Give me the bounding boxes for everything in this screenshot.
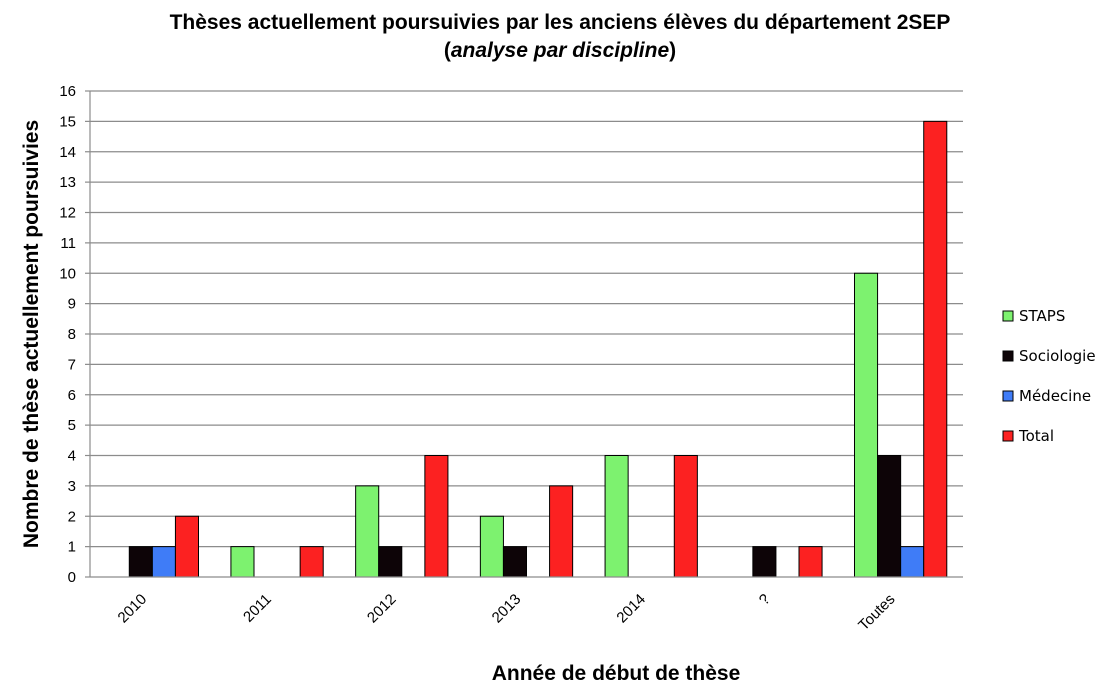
y-tick-label: 0 [68, 569, 76, 586]
bar-m-decine-2010 [151, 546, 176, 578]
y-axis-title: Nombre de thèse actuellement poursuivies [20, 120, 43, 548]
bar-staps-2012 [355, 485, 380, 578]
bar-m-decine-Toutes [900, 546, 925, 578]
y-tick-label: 15 [59, 113, 76, 130]
x-tick-label: 2012 [364, 591, 400, 627]
bar-sociologie-q [752, 546, 777, 578]
y-tick-label: 7 [68, 356, 76, 373]
bar-sociologie-Toutes [877, 455, 902, 578]
bar-staps-2014 [604, 455, 629, 578]
legend-swatch [1002, 310, 1014, 322]
y-tick-label: 5 [68, 417, 76, 434]
legend-label: Total [1018, 427, 1054, 445]
grid-layer [90, 90, 963, 548]
bars-layer [128, 120, 948, 578]
x-tick-label: Toutes [855, 591, 898, 634]
bar-total-Toutes [923, 120, 948, 578]
bar-total-2010 [174, 515, 200, 578]
chart-title: Thèses actuellement poursuivies par les … [170, 11, 951, 34]
bar-sociologie-2010 [128, 546, 153, 578]
legend-label: Sociologie [1019, 347, 1096, 365]
x-tick-label: ? [756, 591, 774, 609]
bar-total-2012 [424, 455, 449, 578]
x-tick-label: 2010 [115, 591, 151, 627]
legend-label: Médecine [1019, 387, 1091, 405]
bar-staps-2013 [479, 515, 504, 578]
legend: STAPS Sociologie Médecine Total [1002, 307, 1096, 445]
legend-swatch [1002, 350, 1014, 362]
bar-sociologie-2013 [502, 546, 527, 578]
legend-label: STAPS [1019, 307, 1065, 325]
bar-total-2014 [673, 455, 698, 578]
bar-total-q [798, 546, 823, 578]
y-tick-label: 9 [68, 296, 76, 313]
x-tick-label: 2013 [489, 591, 525, 627]
bar-sociologie-2012 [378, 546, 403, 578]
bar-staps-Toutes [853, 272, 879, 578]
legend-swatch [1002, 390, 1014, 402]
y-tick-label: 11 [60, 235, 76, 252]
legend-swatch [1002, 430, 1014, 442]
y-tick-label: 2 [68, 508, 76, 525]
y-tick-label: 10 [59, 265, 76, 282]
y-tick-label: 6 [68, 387, 76, 404]
bar-total-2011 [299, 546, 324, 578]
chart-subtitle: (analyse par discipline) [444, 39, 676, 62]
y-tick-label: 1 [68, 539, 76, 556]
y-tick-label: 3 [68, 478, 76, 495]
bar-staps-2011 [230, 546, 255, 578]
y-tick-label: 8 [68, 326, 76, 343]
y-tick-label: 4 [68, 448, 76, 465]
chart-subtitle-text: analyse par discipline [451, 39, 670, 62]
x-axis-title: Année de début de thèse [492, 662, 741, 685]
x-tick-label: 2011 [240, 591, 275, 626]
y-tick-label: 13 [59, 174, 76, 191]
y-tick-label: 14 [59, 144, 76, 161]
y-tick-label: 16 [59, 83, 76, 100]
x-tick-label: 2014 [613, 591, 649, 627]
bar-total-2013 [549, 485, 574, 578]
y-tick-label: 12 [59, 205, 76, 222]
